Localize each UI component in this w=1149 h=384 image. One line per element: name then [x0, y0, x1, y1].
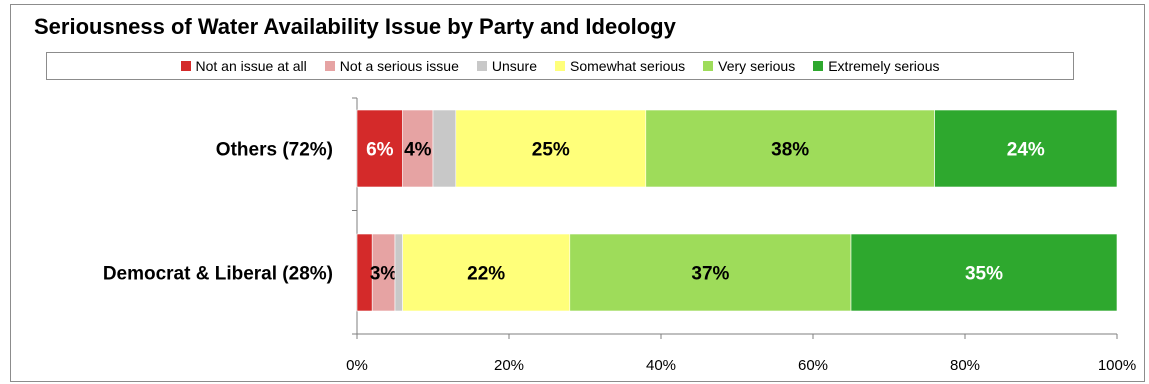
data-label: 6%: [366, 140, 394, 161]
bar-segment: [432, 109, 457, 188]
data-label: 25%: [532, 140, 570, 161]
legend-item: Extremely serious: [813, 58, 939, 74]
x-tick-label: 100%: [1098, 357, 1136, 374]
bar-segment: [356, 109, 403, 188]
legend-item: Unsure: [476, 58, 537, 74]
legend-label: Extremely serious: [828, 58, 940, 74]
legend-label: Very serious: [718, 58, 796, 74]
data-label: 4%: [404, 140, 432, 161]
bar-segment: [569, 233, 852, 312]
legend-swatch: [324, 61, 335, 71]
legend-item: Somewhat serious: [555, 58, 685, 74]
chart-frame: [10, 4, 1145, 382]
x-tick-label: 0%: [346, 357, 368, 374]
bar-segment: [645, 109, 935, 188]
x-tick-label: 60%: [798, 357, 828, 374]
data-label: 22%: [467, 264, 505, 285]
bar-segment: [850, 233, 1118, 312]
legend-swatch: [180, 61, 191, 71]
legend-label: Somewhat serious: [570, 58, 686, 74]
bar-segment: [394, 233, 403, 312]
chart-title: Seriousness of Water Availability Issue …: [34, 14, 676, 39]
bar-segment: [455, 109, 647, 188]
data-label: 24%: [1007, 140, 1045, 161]
legend-swatch: [555, 61, 565, 71]
legend-swatch: [813, 61, 824, 71]
bar-segment: [402, 109, 434, 188]
bar-segment: [934, 109, 1118, 188]
x-tick-label: 80%: [950, 357, 980, 374]
bar-segment: [402, 233, 571, 312]
legend-item: Not an issue at all: [180, 58, 307, 74]
data-label: 38%: [771, 140, 809, 161]
category-label: Others (72%): [216, 140, 333, 161]
legend-label: Unsure: [491, 58, 537, 74]
legend-swatch: [703, 61, 714, 71]
legend-item: Very serious: [703, 58, 795, 74]
category-label: Democrat & Liberal (28%): [103, 264, 333, 285]
x-tick-label: 40%: [646, 357, 676, 374]
data-label: 37%: [691, 264, 729, 285]
chart-legend: Not an issue at all Not a serious issue Un…: [46, 52, 1074, 80]
x-tick-label: 20%: [494, 357, 524, 374]
legend-label: Not a serious issue: [339, 58, 459, 74]
legend-label: Not an issue at all: [195, 58, 307, 74]
legend-item: Not a serious issue: [324, 58, 459, 74]
data-label: 3%: [370, 264, 398, 285]
legend-swatch: [476, 61, 487, 71]
data-label: 35%: [965, 264, 1003, 285]
